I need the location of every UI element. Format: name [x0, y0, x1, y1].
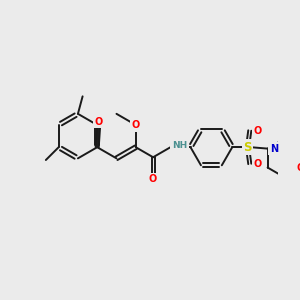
Text: O: O [94, 117, 103, 127]
Text: N: N [270, 144, 278, 154]
Text: O: O [149, 174, 157, 184]
Text: O: O [254, 159, 262, 169]
Text: S: S [243, 141, 252, 154]
Text: O: O [296, 163, 300, 172]
Text: NH: NH [172, 141, 187, 150]
Text: O: O [254, 125, 262, 136]
Text: O: O [132, 120, 140, 130]
